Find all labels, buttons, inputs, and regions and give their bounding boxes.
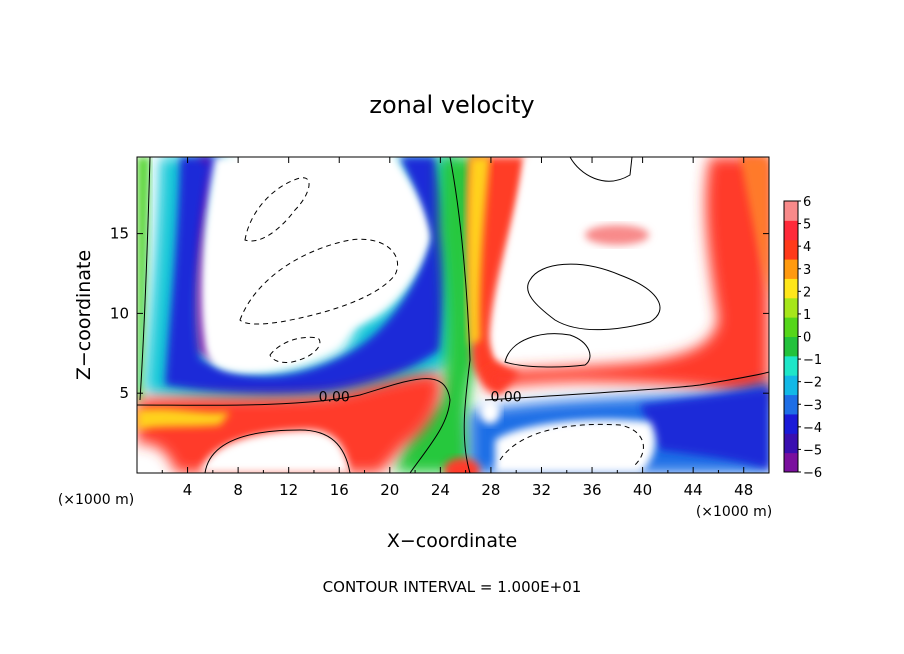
contour-interval-note: CONTOUR INTERVAL = 1.000E+01 (323, 578, 582, 596)
y-tick-label: 5 (119, 384, 129, 402)
colorbar-segment (784, 336, 798, 357)
x-tick-label: 16 (330, 481, 349, 499)
colorbar-tick-label: 5 (803, 218, 811, 233)
colorbar-segment (784, 394, 798, 415)
y-axis-title: Z−coordinate (73, 250, 95, 380)
colorbar-tick-label: 1 (803, 308, 811, 323)
contour-label: 0.00 (319, 390, 350, 406)
colorbar-segment (784, 413, 798, 434)
colorbar-segment (784, 452, 798, 473)
colorbar: 6 5 4 3 2 1 0 −1 −2 −3 −4 −5 −6 (783, 195, 822, 481)
x-tick-label: 24 (431, 481, 450, 499)
x-tick-label: 12 (279, 481, 298, 499)
colorbar-segment (784, 259, 798, 279)
x-tick-label: 4 (183, 481, 193, 499)
colorbar-segment (784, 201, 798, 221)
colorbar-tick-label: −6 (803, 466, 822, 481)
x-tick-label: 44 (684, 481, 703, 499)
x-tick-label: 8 (233, 481, 243, 499)
colorbar-segment (784, 375, 798, 396)
x-tick-label: 32 (532, 481, 551, 499)
contour-label: 0.00 (491, 390, 522, 406)
colorbar-segment (784, 297, 798, 318)
colorbar-tick-label: −3 (803, 398, 822, 413)
velocity-field (137, 157, 769, 473)
colorbar-tick-label: −5 (803, 443, 822, 458)
colorbar-tick-label: 0 (803, 331, 811, 346)
x-tick-label: 40 (633, 481, 652, 499)
colorbar-segment (784, 239, 798, 260)
y-tick-label: 15 (110, 225, 129, 243)
chart-title: zonal velocity (369, 91, 534, 119)
x-axis-title: X−coordinate (387, 530, 517, 552)
colorbar-tick-label: −2 (803, 376, 822, 391)
colorbar-tick-label: −1 (803, 353, 822, 368)
x-unit-label-right: (×1000 m) (696, 504, 772, 520)
colorbar-segment (784, 220, 798, 241)
colorbar-segment (784, 317, 798, 337)
colorbar-segment (784, 355, 798, 376)
x-tick-label: 48 (734, 481, 753, 499)
colorbar-tick-label: 3 (803, 263, 811, 278)
colorbar-tick-label: 6 (803, 195, 811, 210)
colorbar-tick-label: 4 (803, 240, 811, 255)
x-tick-label: 20 (380, 481, 399, 499)
colorbar-tick-label: 2 (803, 285, 811, 300)
colorbar-tick-label: −4 (803, 421, 822, 436)
colorbar-segment (784, 278, 798, 299)
plot-frame (136, 156, 770, 474)
colorbar-segment (784, 433, 798, 454)
x-tick-label: 28 (481, 481, 500, 499)
x-unit-label-left: (×1000 m) (58, 492, 134, 508)
y-tick-label: 10 (110, 304, 129, 322)
x-tick-label: 36 (582, 481, 601, 499)
